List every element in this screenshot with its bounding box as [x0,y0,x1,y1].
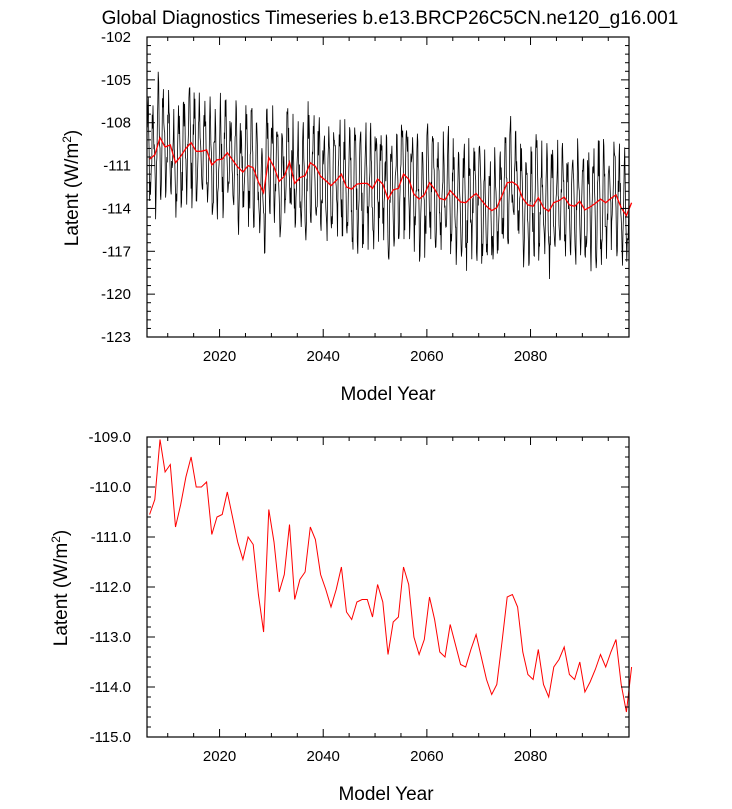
bottom-y-tick-label: -109.0 [88,429,131,446]
bottom-y-tick-label: -113.0 [90,629,131,646]
bottom-panel: 2020 2040 2060 2080 -109.0 -110.0 -111.0 -112.0… [49,429,633,805]
bottom-x-tick-label: 2040 [307,748,340,765]
top-plot-frame [146,36,630,338]
top-x-tick-label: 2080 [514,348,547,365]
top-y-tick-label: -123 [101,329,131,346]
top-y-tick-label: -111 [103,158,131,175]
bottom-plot-frame [146,436,630,738]
bottom-x-axis-label: Model Year [338,784,434,805]
top-panel: 2020 2040 2060 2080 -102 -105 -108 -111 -114 -117… [60,29,633,405]
top-y-tick-label: -105 [101,72,131,89]
top-x-tick-label: 2020 [203,348,236,365]
bottom-y-tick-label: -111.0 [91,529,131,546]
top-y-tick-label: -102 [101,29,131,46]
monthly-series-line [146,71,630,280]
top-y-tick-label: -114 [102,200,131,217]
annual-mean-line [149,136,633,217]
bottom-panel-series [149,439,633,713]
top-y-tick-label: -108 [101,115,131,132]
bottom-y-tick-label: -115.0 [90,729,131,746]
bottom-y-axis-label: Latent (W/m2) [49,530,72,647]
top-y-axis-label: Latent (W/m2) [60,130,83,247]
top-x-tick-label: 2040 [307,348,340,365]
bottom-y-tick-label: -110.0 [90,479,131,496]
top-x-axis-label: Model Year [340,384,436,405]
top-panel-ticks: 2020 2040 2060 2080 -102 -105 -108 -111 -114 -117… [101,29,629,365]
bottom-x-tick-label: 2060 [410,748,443,765]
bottom-y-tick-label: -114.0 [90,679,131,696]
bottom-x-tick-label: 2020 [203,748,236,765]
bottom-x-tick-label: 2080 [514,748,547,765]
annual-mean-line [149,439,633,713]
top-panel-series [146,71,633,280]
top-y-tick-label: -117 [102,243,131,260]
chart-title: Global Diagnostics Timeseries b.e13.BRCP… [102,8,679,29]
top-y-tick-label: -120 [101,286,131,303]
top-x-tick-label: 2060 [410,348,443,365]
bottom-y-tick-label: -112.0 [90,579,131,596]
bottom-panel-ticks: 2020 2040 2060 2080 -109.0 -110.0 -111.0 -112.0… [88,429,629,765]
